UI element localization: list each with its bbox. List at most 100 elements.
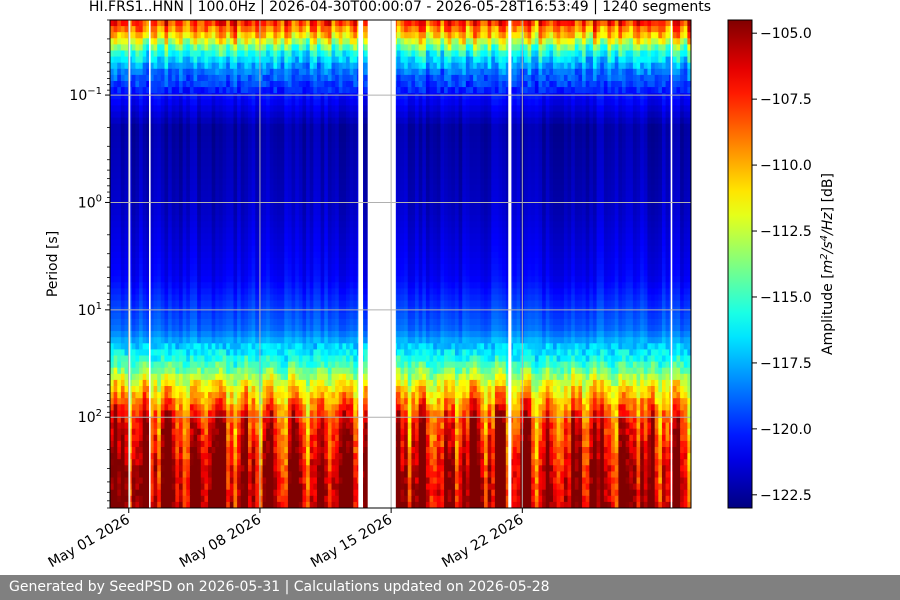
heatmap-cell (287, 20, 293, 27)
heatmap-cell (622, 44, 627, 52)
heatmap-cell (676, 178, 681, 186)
heatmap-cell (186, 178, 191, 186)
heatmap-cell (229, 50, 235, 58)
heatmap-cell (178, 203, 184, 210)
heatmap-cell (400, 26, 405, 33)
heatmap-cell (222, 111, 227, 119)
heatmap-cell (160, 44, 166, 52)
heatmap-cell (211, 154, 216, 161)
heatmap-cell (124, 93, 129, 100)
heatmap-cell (295, 20, 300, 27)
heatmap-cell (444, 123, 449, 131)
heatmap-cell (200, 20, 206, 27)
heatmap-cell (567, 190, 572, 198)
heatmap-cell (113, 196, 118, 204)
heatmap-cell (571, 87, 576, 94)
heatmap-cell (407, 135, 412, 143)
heatmap-cell (487, 160, 492, 167)
heatmap-cell (178, 123, 184, 131)
heatmap-cell (193, 50, 198, 58)
heatmap-cell (629, 87, 634, 94)
heatmap-cell (632, 38, 638, 45)
heatmap-cell (509, 148, 514, 155)
heatmap-cell (680, 178, 685, 186)
heatmap-cell (567, 56, 572, 64)
heatmap-cell (683, 142, 688, 149)
heatmap-cell (611, 87, 616, 94)
heatmap-cell (298, 135, 304, 143)
heatmap-cell (320, 166, 325, 174)
heatmap-cell (563, 142, 569, 149)
heatmap-cell (592, 56, 598, 64)
heatmap-cell (320, 184, 325, 192)
heatmap-cell (513, 62, 518, 70)
heatmap-cell (258, 56, 264, 64)
heatmap-cell (353, 38, 358, 45)
heatmap-cell (589, 105, 594, 113)
heatmap-cell (622, 20, 627, 27)
heatmap-cell (313, 74, 318, 82)
heatmap-cell (683, 154, 688, 161)
heatmap-cell (306, 74, 311, 82)
heatmap-cell (346, 203, 351, 210)
heatmap-cell (473, 142, 478, 149)
heatmap-cell (280, 196, 285, 204)
heatmap-cell (139, 50, 144, 58)
heatmap-cell (135, 209, 140, 216)
heatmap-cell (175, 178, 180, 186)
heatmap-cell (516, 68, 521, 76)
heatmap-cell (316, 117, 322, 125)
heatmap-cell (117, 117, 122, 125)
heatmap-cell (553, 129, 558, 137)
heatmap-cell (298, 50, 304, 58)
heatmap-cell (157, 123, 162, 131)
heatmap-cell (110, 203, 115, 210)
heatmap-cell (556, 93, 561, 100)
heatmap-cell (240, 196, 245, 204)
heatmap-cell (229, 135, 235, 143)
heatmap-cell (640, 38, 645, 45)
heatmap-cell (603, 135, 609, 143)
heatmap-cell (425, 117, 431, 125)
heatmap-cell (502, 56, 507, 64)
heatmap-cell (124, 32, 129, 39)
heatmap-cell (433, 32, 438, 39)
heatmap-cell (592, 148, 598, 155)
heatmap-cell (142, 190, 147, 198)
heatmap-cell (284, 129, 289, 137)
heatmap-cell (556, 203, 561, 210)
heatmap-cell (487, 111, 492, 119)
heatmap-cell (636, 154, 641, 161)
heatmap-cell (589, 123, 594, 131)
heatmap-cell (422, 81, 427, 88)
heatmap-cell (353, 50, 358, 58)
heatmap-cell (542, 62, 547, 70)
heatmap-cell (516, 190, 521, 198)
heatmap-cell (193, 99, 198, 106)
heatmap-cell (658, 74, 663, 82)
heatmap-cell (502, 142, 507, 149)
heatmap-cell (527, 178, 532, 186)
heatmap-cell (578, 62, 583, 70)
heatmap-cell (643, 142, 649, 149)
heatmap-cell (422, 172, 427, 180)
heatmap-cell (404, 62, 409, 70)
heatmap-cell (135, 93, 140, 100)
heatmap-cell (571, 123, 576, 131)
heatmap-cell (215, 172, 220, 180)
heatmap-cell (614, 123, 619, 131)
heatmap-cell (665, 166, 670, 174)
heatmap-cell (462, 38, 467, 45)
heatmap-cell (178, 105, 184, 113)
heatmap-cell (513, 93, 518, 100)
heatmap-cell (487, 129, 492, 137)
heatmap-cell (415, 123, 420, 131)
heatmap-cell (571, 68, 576, 76)
heatmap-cell (661, 44, 667, 52)
heatmap-cell (117, 142, 122, 149)
heatmap-cell (396, 81, 402, 88)
heatmap-cell (153, 44, 158, 52)
heatmap-cell (277, 93, 282, 100)
heatmap-cell (665, 154, 670, 161)
heatmap-cell (320, 44, 325, 52)
